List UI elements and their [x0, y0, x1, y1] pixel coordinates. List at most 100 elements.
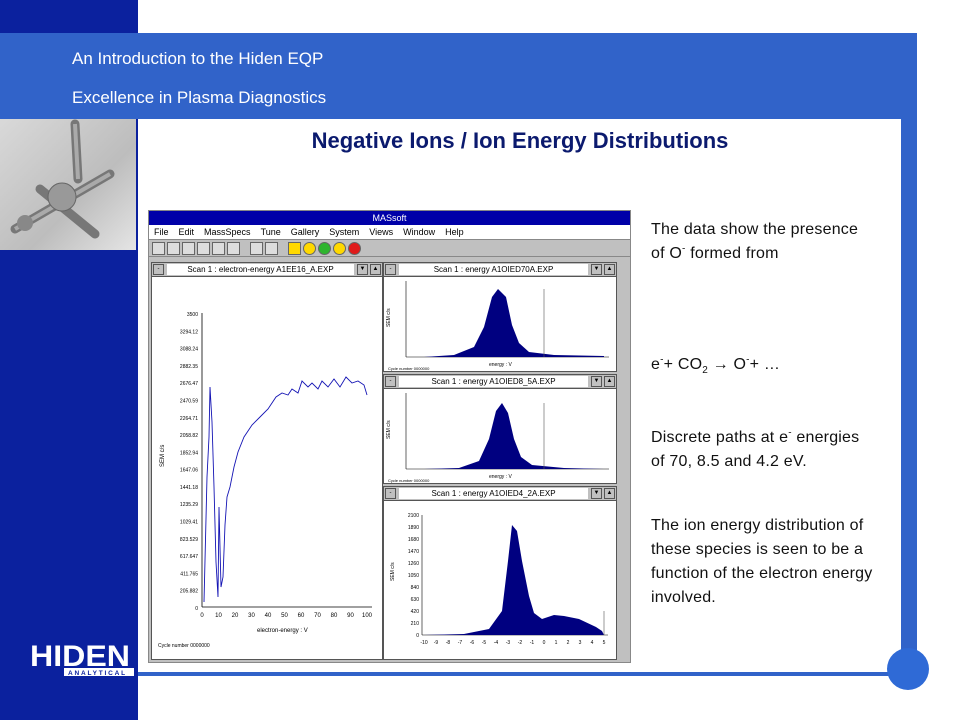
toolbar-button[interactable]: [182, 241, 195, 255]
y-axis-label: SEM c/s: [386, 420, 392, 439]
scan-window-4-2: - Scan 1 : energy A1OIED4_2A.EXP ▼ ▲ 2100 18…: [383, 486, 617, 660]
tick-label: 100: [362, 613, 373, 619]
ion-energy-peak: [424, 525, 604, 635]
toolbar-button[interactable]: [212, 241, 225, 255]
slide-title: Negative Ions / Ion Energy Distributions: [311, 128, 729, 153]
menu-massspecs[interactable]: MassSpecs: [204, 227, 251, 237]
tick-label: -4: [494, 640, 499, 646]
toolbar-button[interactable]: [197, 241, 210, 255]
tick-label: 2882.35: [180, 364, 198, 370]
menu-system[interactable]: System: [329, 227, 360, 237]
subscript: 2: [702, 365, 708, 377]
tick-label: 2: [567, 640, 570, 646]
tick-label: 1050: [408, 573, 419, 579]
header-line-1: An Introduction to the Hiden EQP: [72, 49, 324, 68]
menu-edit[interactable]: Edit: [178, 227, 195, 237]
y-axis-label: SEM c/s: [386, 308, 392, 327]
app-title-bar: MASsoft: [149, 211, 630, 225]
app-title: MASsoft: [372, 213, 407, 223]
minimize-icon[interactable]: ▼: [591, 264, 602, 275]
tick-label: -3: [506, 640, 511, 646]
paragraph-ion-energy: The ion energy distribution of these spe…: [651, 517, 873, 606]
electron-energy-plot: 3500 3294.12 3088.24 2882.35 2676.47 2470.59 2…: [158, 312, 373, 649]
system-menu-icon[interactable]: -: [153, 264, 164, 275]
text-run: + CO: [663, 356, 703, 373]
tick-label: 4: [591, 640, 594, 646]
green-circle-icon[interactable]: [318, 241, 331, 255]
tick-label: 420: [411, 609, 420, 615]
menu-help[interactable]: Help: [445, 227, 464, 237]
superscript: -: [788, 427, 792, 439]
minimize-icon[interactable]: ▼: [591, 488, 602, 499]
tick-label: -6: [470, 640, 475, 646]
scan-caption: Scan 1 : energy A1OIED70A.EXP: [399, 264, 588, 275]
scan-window-electron-energy: - Scan 1 : electron-energy A1EE16_A.EXP ▼ ▲…: [151, 262, 383, 660]
text-run: The data show the presence of O: [651, 221, 859, 262]
tick-label: -5: [482, 640, 487, 646]
menu-window[interactable]: Window: [403, 227, 436, 237]
maximize-icon[interactable]: ▲: [604, 376, 615, 387]
tick-label: 0: [200, 613, 204, 619]
yellow-circle-icon[interactable]: [303, 241, 316, 255]
maximize-icon[interactable]: ▲: [604, 264, 615, 275]
toolbar-button[interactable]: [265, 241, 278, 255]
tick-label: 3500: [187, 312, 198, 318]
tick-label: 411.765: [180, 571, 198, 577]
system-menu-icon[interactable]: -: [385, 488, 396, 499]
minimize-icon[interactable]: ▼: [357, 264, 368, 275]
menu-tune[interactable]: Tune: [260, 227, 281, 237]
tick-label: 1680: [408, 537, 419, 543]
tick-label: 3088.24: [180, 347, 198, 353]
tick-label: -2: [518, 640, 523, 646]
text-run: energies of 70, 8.5 and 4.2 eV.: [651, 429, 860, 470]
tick-label: -1: [530, 640, 535, 646]
header-line-2: Excellence in Plasma Diagnostics: [72, 88, 327, 107]
tick-label: 50: [281, 613, 288, 619]
tick-label: 2058.82: [180, 433, 198, 439]
tick-label: 1260: [408, 561, 419, 567]
tick-label: 0: [195, 606, 198, 612]
superscript: -: [660, 354, 664, 366]
paragraph-data-shows: The data show the presence of O- formed …: [651, 218, 876, 266]
system-menu-icon[interactable]: -: [385, 264, 396, 275]
tick-label: 40: [265, 613, 272, 619]
tick-label: 1470: [408, 549, 419, 555]
tick-label: 617.647: [180, 554, 198, 560]
yellow-status-icon[interactable]: [288, 241, 301, 255]
electron-energy-trace: [203, 376, 368, 603]
tick-label: 823.529: [180, 537, 198, 543]
menu-views[interactable]: Views: [369, 227, 394, 237]
toolbar-button[interactable]: [152, 241, 165, 255]
scan-caption: Scan 1 : electron-energy A1EE16_A.EXP: [167, 264, 354, 275]
toolbar-button[interactable]: [250, 241, 263, 255]
menu-gallery[interactable]: Gallery: [290, 227, 320, 237]
red-circle-icon[interactable]: [348, 241, 361, 255]
right-frame-bar: [901, 119, 917, 674]
toolbar-button[interactable]: [167, 241, 180, 255]
tick-label: 20: [232, 613, 239, 619]
tick-label: 630: [411, 597, 420, 603]
tick-label: -8: [446, 640, 451, 646]
scan-window-8-5: - Scan 1 : energy A1OIED8_5A.EXP ▼ ▲ SEM c/…: [383, 374, 617, 484]
maximize-icon[interactable]: ▲: [370, 264, 381, 275]
text-run: → O: [708, 356, 747, 373]
tick-label: 1890: [408, 525, 419, 531]
tick-label: 1441.18: [180, 485, 198, 491]
tick-label: 1647.06: [180, 468, 198, 474]
tick-label: 70: [314, 613, 321, 619]
tick-label: 2264.71: [180, 416, 198, 422]
maximize-icon[interactable]: ▲: [604, 488, 615, 499]
tick-label: -9: [434, 640, 439, 646]
tick-label: 1: [555, 640, 558, 646]
tick-label: 2100: [408, 513, 419, 519]
superscript: -: [682, 243, 686, 255]
yellow-circle-icon[interactable]: [333, 241, 346, 255]
system-menu-icon[interactable]: -: [385, 376, 396, 387]
tick-label: 3294.12: [180, 329, 198, 335]
tick-label: 90: [347, 613, 354, 619]
tick-label: -7: [458, 640, 463, 646]
minimize-icon[interactable]: ▼: [591, 376, 602, 387]
toolbar-button[interactable]: [227, 241, 240, 255]
menu-file[interactable]: File: [154, 227, 169, 237]
